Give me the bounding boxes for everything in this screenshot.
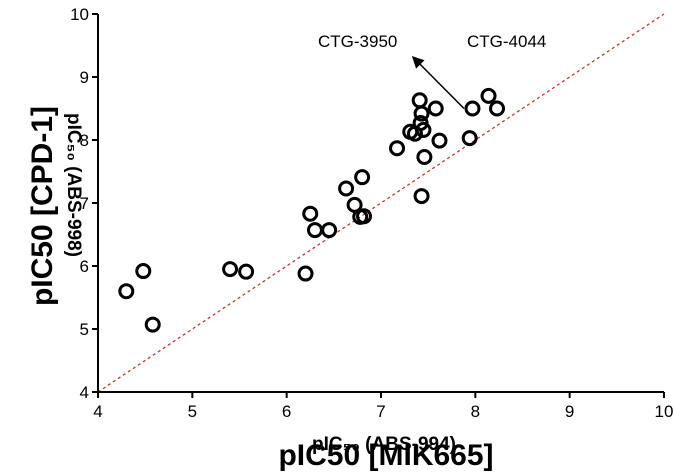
x-tick-label: 10 xyxy=(655,402,674,421)
data-point xyxy=(480,87,497,104)
data-point xyxy=(321,222,338,239)
axes-layer: 4 5 6 7 8 9 10 4 5 6 7 8 9 10 xyxy=(70,5,673,421)
x-tick-label: 9 xyxy=(565,402,574,421)
x-tick-label: 5 xyxy=(188,402,197,421)
y-tick-label: 8 xyxy=(80,131,89,150)
annotation-arrow xyxy=(411,55,465,110)
data-point xyxy=(306,222,323,239)
data-point xyxy=(464,100,481,117)
data-point xyxy=(222,261,239,278)
y-tick-label: 4 xyxy=(80,383,89,402)
data-point xyxy=(302,205,319,222)
points-layer xyxy=(118,87,506,333)
y-tick-label: 5 xyxy=(80,320,89,339)
data-point xyxy=(238,263,255,280)
data-point xyxy=(461,130,478,147)
data-point xyxy=(389,140,406,157)
x-axis-underlay-label: pIC₅₀ (ABS-994) xyxy=(312,434,456,455)
data-point xyxy=(354,169,371,186)
x-tick-label: 7 xyxy=(376,402,385,421)
data-point xyxy=(338,180,355,197)
data-point xyxy=(489,100,506,117)
y-axis-label: pIC50 [CPD-1] xyxy=(26,106,59,306)
data-point xyxy=(427,100,444,117)
y-tick-label: 10 xyxy=(70,5,89,24)
data-point xyxy=(431,132,448,149)
data-point xyxy=(413,188,430,205)
y-tick-label: 6 xyxy=(80,257,89,276)
x-tick-label: 6 xyxy=(282,402,291,421)
x-tick-label: 8 xyxy=(471,402,480,421)
data-point xyxy=(144,316,161,333)
identity-line xyxy=(97,13,665,393)
annotation-ctg-3950: CTG-3950 xyxy=(318,32,397,51)
data-point xyxy=(411,92,428,109)
data-point xyxy=(413,105,430,122)
data-point xyxy=(415,121,432,138)
identity-line-layer xyxy=(97,13,665,393)
data-point xyxy=(135,263,152,280)
y-tick-label: 9 xyxy=(80,68,89,87)
data-point xyxy=(416,149,433,166)
x-axis-label: pIC50 [MIK665] xyxy=(278,439,493,472)
data-point xyxy=(356,208,373,225)
annotation-ctg-4044: CTG-4044 xyxy=(467,32,546,51)
data-point xyxy=(297,265,314,282)
x-tick-label: 4 xyxy=(93,402,102,421)
y-axis-underlay-label: pIC₅₀ (ABS-998) xyxy=(63,113,84,257)
y-tick-label: 7 xyxy=(80,194,89,213)
data-point xyxy=(118,283,135,300)
